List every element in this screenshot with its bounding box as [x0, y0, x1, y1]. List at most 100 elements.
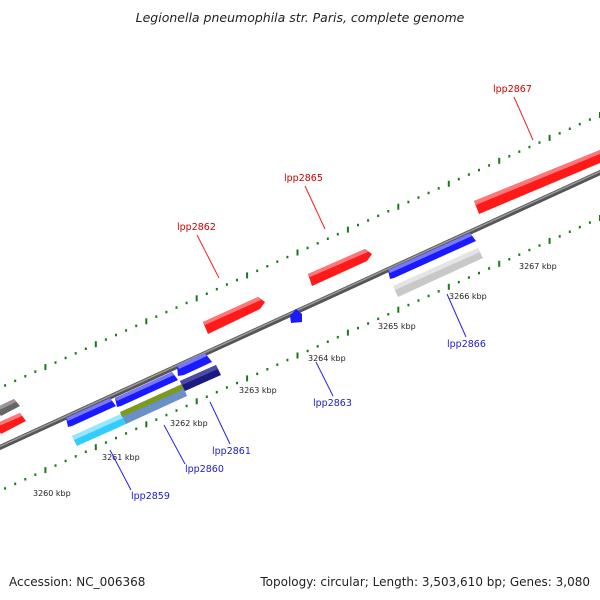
- gene-arrow-left-grey[interactable]: [0, 399, 20, 416]
- inner-ruler-tick: [64, 459, 67, 463]
- gene-label-lpp2866[interactable]: lpp2866: [447, 339, 486, 350]
- leader-lpp2859: [109, 449, 132, 491]
- cds-box-grey[interactable]: [393, 248, 483, 297]
- inner-ruler-tick: [276, 363, 279, 366]
- inner-ruler-tick: [306, 349, 309, 353]
- leader-lpp2860: [163, 424, 186, 465]
- outer-ruler-tick: [457, 177, 460, 181]
- genome-backbone-highlight: [0, 170, 600, 448]
- gene-arrow-lpp2866-blue[interactable]: [388, 233, 476, 279]
- cds-box-navy[interactable]: [180, 365, 221, 391]
- inner-ruler-tick: [246, 375, 249, 382]
- outer-ruler-tick: [256, 269, 259, 273]
- inner-ruler-tick: [24, 478, 27, 481]
- ruler-label-3264: 3264 kbp: [308, 354, 346, 363]
- ruler-label-3261: 3261 kbp: [102, 453, 140, 462]
- outer-ruler-tick: [447, 180, 450, 187]
- outer-ruler-tick: [4, 384, 7, 387]
- inner-ruler-tick: [407, 303, 410, 307]
- inner-ruler-tick: [457, 280, 460, 284]
- inner-ruler-tick: [498, 260, 501, 267]
- gene-arrow-lpp2862[interactable]: [203, 297, 265, 334]
- inner-ruler-tick: [4, 487, 7, 490]
- outer-ruler-tick: [357, 223, 359, 227]
- outer-ruler-tick: [397, 203, 400, 210]
- gene-label-lpp2862[interactable]: lpp2862: [177, 222, 216, 233]
- gene-arrow-left-red[interactable]: [0, 413, 26, 434]
- outer-ruler-tick: [205, 292, 208, 295]
- outer-ruler-tick: [84, 347, 87, 350]
- outer-ruler-tick: [498, 157, 501, 164]
- inner-ruler-tick: [165, 413, 168, 417]
- inner-ruler-tick: [346, 329, 349, 336]
- outer-ruler-tick: [24, 375, 27, 378]
- inner-ruler-tick: [387, 313, 390, 316]
- outer-ruler-tick: [437, 187, 440, 190]
- forward-gene-labels: lpp2862 lpp2865 lpp2867: [177, 84, 534, 279]
- outer-ruler-tick: [115, 333, 117, 337]
- gene-label-lpp2859[interactable]: lpp2859: [131, 491, 170, 502]
- outer-ruler-tick: [548, 134, 551, 141]
- outer-ruler-tick: [326, 237, 329, 240]
- gene-arrow-lpp2859-blue[interactable]: [66, 398, 116, 427]
- outer-ruler-tick: [558, 132, 561, 135]
- inner-ruler-tick: [548, 237, 551, 244]
- leader-lpp2863: [315, 361, 334, 397]
- reverse-gene-labels: lpp2859 lpp2860 lpp2861 lpp2863 lpp2866: [109, 293, 486, 502]
- ruler-label-3265: 3265 kbp: [378, 322, 416, 331]
- inner-ruler-tick: [74, 455, 77, 458]
- inner-ruler-ticks: [4, 215, 600, 490]
- gene-label-lpp2863[interactable]: lpp2863: [313, 398, 352, 409]
- gene-label-lpp2860[interactable]: lpp2860: [185, 464, 224, 475]
- inner-ruler-tick: [104, 441, 107, 444]
- outer-ruler-tick: [336, 232, 339, 236]
- inner-ruler-tick: [316, 345, 319, 348]
- cds-box-cyan[interactable]: [72, 414, 126, 446]
- gene-label-lpp2865[interactable]: lpp2865: [284, 173, 323, 184]
- gene-arrow-lpp2861-blue[interactable]: [177, 353, 212, 376]
- leader-lpp2861: [209, 401, 231, 445]
- inner-ruler-tick: [135, 427, 138, 431]
- inner-ruler-tick: [195, 398, 198, 405]
- outer-ruler-tick: [588, 118, 591, 121]
- genome-backbone: [0, 169, 600, 451]
- inner-ruler-tick: [125, 432, 128, 435]
- gene-arrow-lpp2863[interactable]: [290, 309, 302, 323]
- inner-ruler-tick: [256, 372, 259, 376]
- outer-ruler-tick: [407, 200, 410, 204]
- gene-arrow-lpp2860-blue[interactable]: [115, 372, 178, 407]
- inner-ruler-tick: [488, 267, 491, 270]
- outer-ruler-tick: [427, 191, 430, 195]
- cds-box-steel[interactable]: [121, 386, 187, 424]
- inner-ruler-tick: [568, 230, 571, 233]
- inner-ruler-tick: [558, 235, 561, 238]
- leader-lpp2866: [446, 293, 467, 338]
- outer-ruler-tick: [286, 255, 289, 259]
- inner-ruler-tick: [286, 358, 289, 362]
- inner-ruler-tick: [578, 225, 581, 229]
- outer-ruler-tick: [175, 306, 178, 309]
- inner-ruler-tick: [225, 386, 228, 389]
- outer-ruler-tick: [145, 318, 148, 325]
- outer-ruler-tick: [34, 370, 37, 373]
- inner-ruler-tick: [84, 450, 87, 453]
- inner-ruler-tick: [377, 317, 380, 321]
- outer-ruler-tick: [74, 352, 77, 355]
- outer-ruler-tick: [306, 246, 309, 250]
- inner-ruler-tick: [336, 335, 339, 339]
- outer-ruler-tick: [568, 127, 571, 130]
- gene-label-lpp2867[interactable]: lpp2867: [493, 84, 532, 95]
- inner-ruler-tick: [54, 464, 57, 467]
- outer-ruler-tick: [346, 226, 349, 233]
- gene-arrow-lpp2867[interactable]: [474, 150, 600, 214]
- outer-ruler-tick: [377, 214, 380, 218]
- inner-ruler-tick: [326, 340, 329, 343]
- outer-ruler-tick: [578, 122, 581, 126]
- gene-arrow-lpp2865[interactable]: [308, 249, 372, 286]
- gene-label-lpp2861[interactable]: lpp2861: [212, 446, 251, 457]
- inner-ruler-tick: [437, 290, 440, 293]
- cds-box-olive[interactable]: [120, 384, 184, 417]
- inner-ruler-tick: [175, 409, 178, 412]
- ruler-labels: 3260 kbp 3261 kbp 3262 kbp 3263 kbp 3264…: [33, 262, 557, 498]
- outer-ruler-tick: [316, 242, 319, 245]
